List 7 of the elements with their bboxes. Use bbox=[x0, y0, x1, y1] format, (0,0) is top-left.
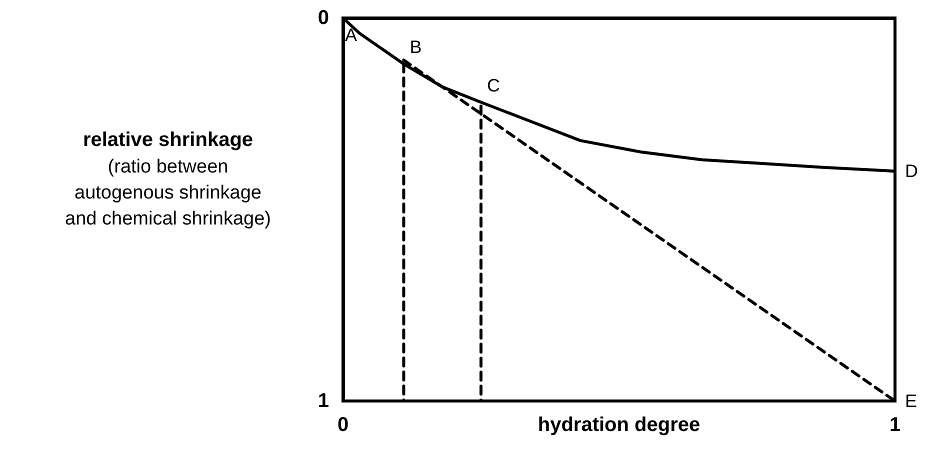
annotation: C bbox=[487, 75, 500, 96]
x-axis-title: hydration degree bbox=[538, 414, 700, 436]
annotation: A bbox=[345, 25, 358, 45]
annotation: E bbox=[905, 391, 918, 411]
y-axis-title: relative shrinkage (ratio between autogenous shrinkage and chemical shrinkage) bbox=[65, 128, 271, 230]
annotation: D bbox=[905, 161, 918, 182]
annotation: B bbox=[410, 36, 422, 57]
